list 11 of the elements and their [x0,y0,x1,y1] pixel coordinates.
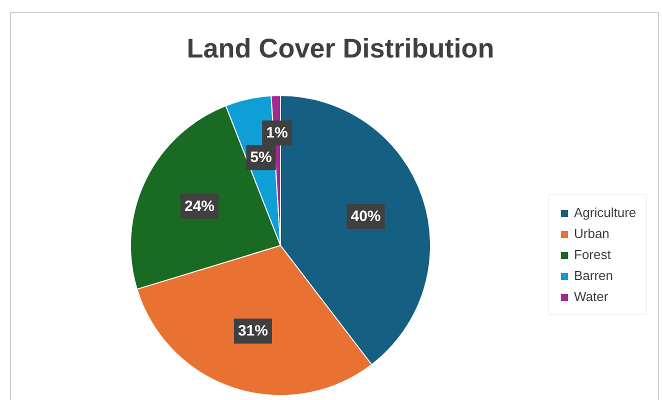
data-label: 31% [238,322,268,340]
data-label: 5% [250,149,272,166]
legend-label: Urban [574,226,610,241]
legend-label: Agriculture [574,205,636,220]
data-label: 24% [184,198,215,215]
data-label: 1% [266,124,288,142]
data-label: 40% [350,208,381,226]
chart-title: Land Cover Distribution [186,34,494,64]
legend-label: Water [574,289,608,304]
legend-label: Forest [574,247,611,262]
legend-label: Barren [574,268,614,283]
